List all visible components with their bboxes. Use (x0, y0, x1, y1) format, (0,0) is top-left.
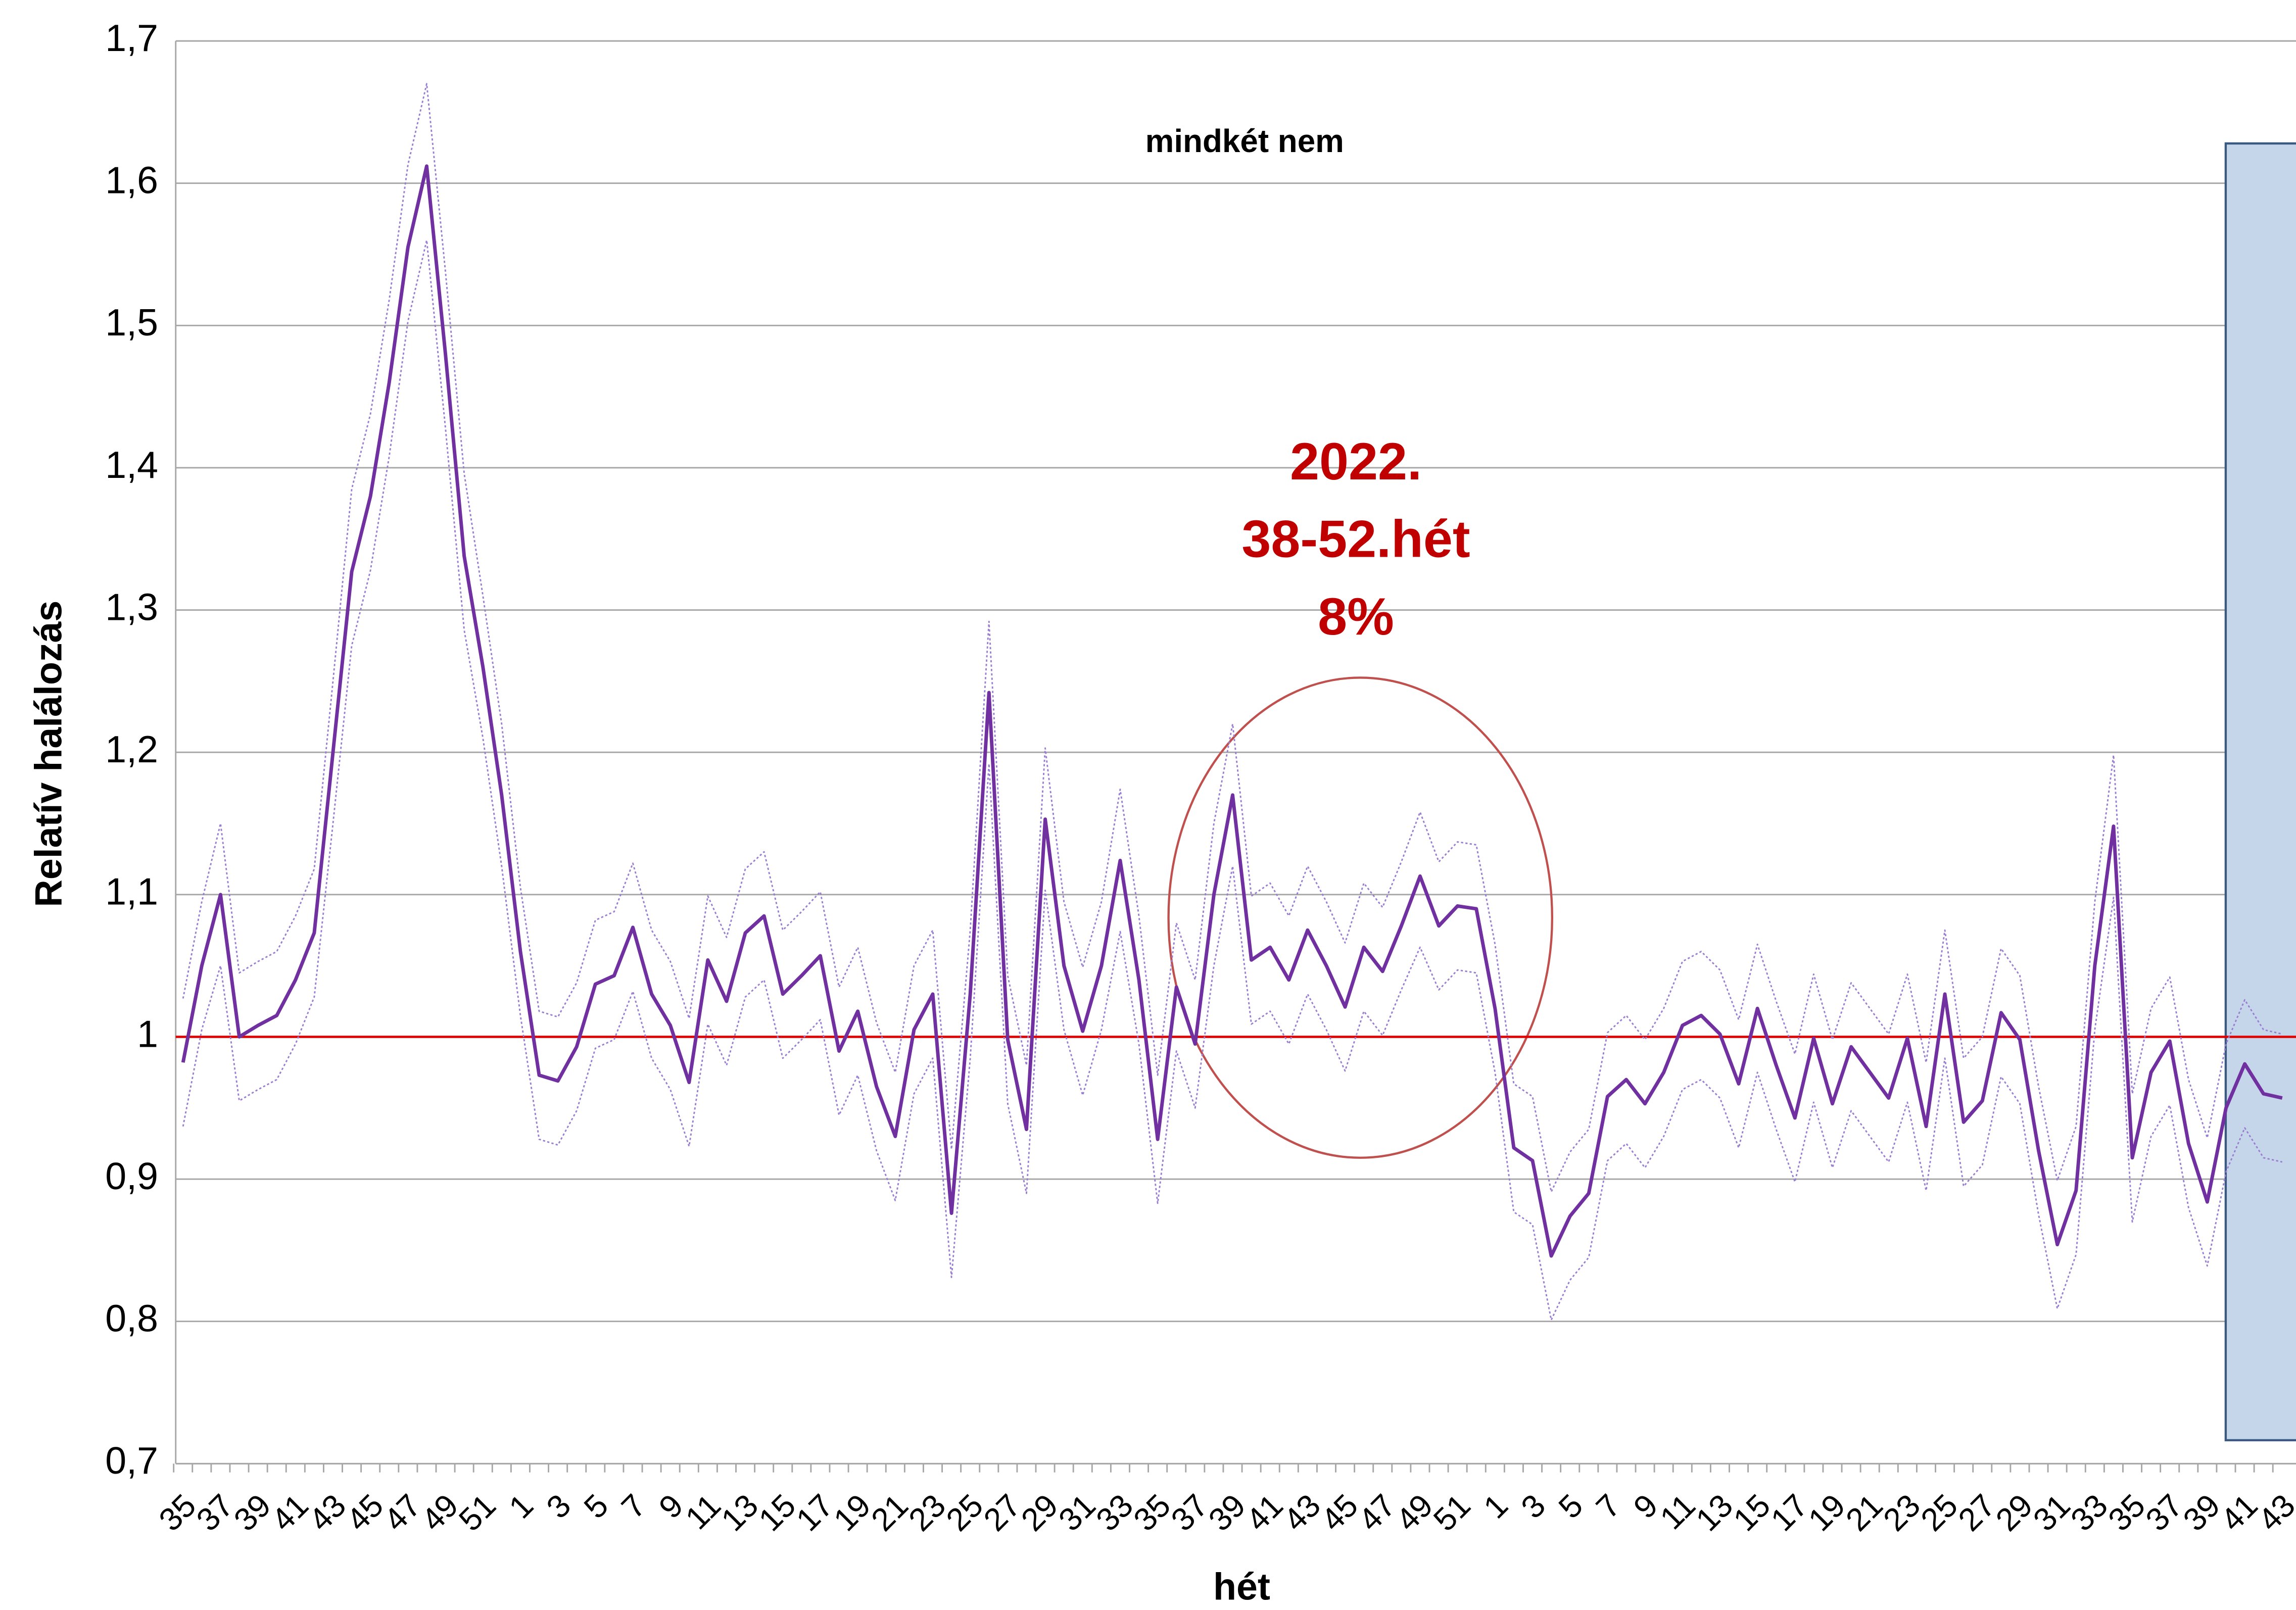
y-tick-label: 1,7 (105, 17, 158, 59)
highlight-box (2224, 142, 2296, 1442)
highlight-ellipse (1167, 676, 1554, 1159)
x-tick-label: 5 (577, 1487, 615, 1526)
annotation: 8% (1318, 588, 1394, 646)
x-tick-label: 1 (1476, 1487, 1515, 1526)
y-tick-label: 1 (137, 1012, 158, 1055)
y-tick-label: 1,3 (105, 586, 158, 628)
x-tick-label: 51 (1426, 1487, 1477, 1538)
band-line (182, 83, 2283, 1193)
y-axis-label: Relatív halálozás (27, 601, 69, 907)
y-tick-label: 1,1 (105, 870, 158, 913)
y-tick-label: 0,9 (105, 1155, 158, 1197)
x-axis-label: hét (1213, 1565, 1270, 1607)
x-tick-label: 7 (614, 1487, 653, 1526)
x-tick-label: 3 (1514, 1487, 1552, 1526)
x-tick-label: 1 (502, 1487, 540, 1526)
x-tick-label: 7 (1589, 1487, 1628, 1526)
y-tick-label: 0,7 (105, 1439, 158, 1482)
chart-title: mindkét nem (1145, 123, 1344, 159)
y-tick-label: 1,6 (105, 159, 158, 202)
y-tick-label: 1,4 (105, 444, 158, 486)
annotation: 38-52.hét (1241, 510, 1470, 568)
y-tick-label: 1,5 (105, 301, 158, 344)
annotation: 2022. (1290, 432, 1422, 491)
y-tick-label: 0,8 (105, 1297, 158, 1340)
x-tick-label: 3 (539, 1487, 578, 1526)
x-tick-label: 43 (2251, 1487, 2296, 1538)
y-tick-label: 1,2 (105, 728, 158, 770)
x-tick-label: 51 (452, 1487, 503, 1538)
x-tick-label: 5 (1551, 1487, 1590, 1526)
series-line (181, 164, 2283, 1258)
